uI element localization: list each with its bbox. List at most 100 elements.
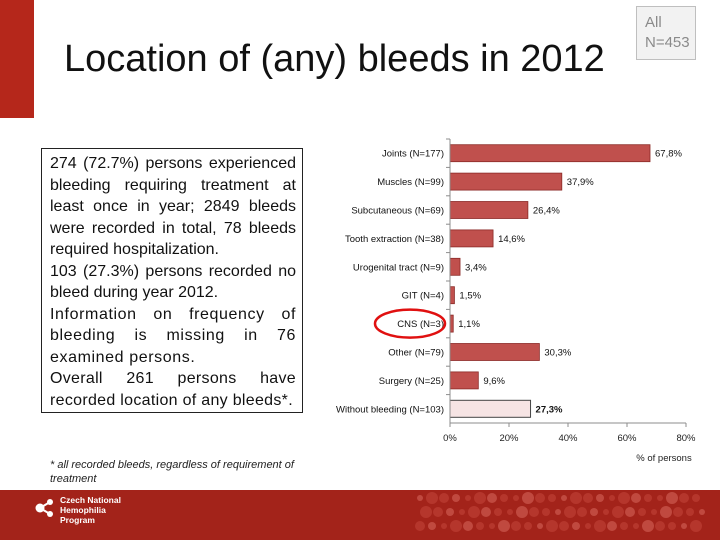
decor-dot bbox=[607, 521, 617, 531]
decor-dot bbox=[507, 509, 513, 515]
logo-line-2: Hemophilia bbox=[60, 505, 106, 515]
decor-dot bbox=[666, 492, 678, 504]
decor-dot bbox=[452, 494, 460, 502]
logo-line-3: Program bbox=[60, 515, 95, 525]
summary-paragraph-3: Information on frequency of bleeding is … bbox=[50, 305, 296, 366]
decor-dot bbox=[489, 523, 495, 529]
decor-dot bbox=[546, 520, 558, 532]
highlight-ring bbox=[373, 308, 447, 339]
bar bbox=[449, 399, 532, 418]
decor-dot bbox=[524, 522, 532, 530]
decor-dot bbox=[468, 506, 480, 518]
bar bbox=[449, 371, 479, 390]
decor-dot bbox=[498, 520, 510, 532]
decor-dot bbox=[535, 493, 545, 503]
decor-dot bbox=[450, 520, 462, 532]
decor-dot bbox=[651, 509, 657, 515]
x-tick-label: 80% bbox=[676, 433, 696, 444]
decor-dot bbox=[690, 520, 702, 532]
decor-dot bbox=[686, 508, 694, 516]
summary-textbox: 274 (72.7%) persons experienced bleeding… bbox=[41, 148, 303, 413]
bar-value-label: 1,5% bbox=[459, 291, 481, 302]
decor-dot bbox=[481, 507, 491, 517]
bar-value-label: 9,6% bbox=[483, 376, 505, 387]
decor-dot bbox=[633, 523, 639, 529]
decor-dot bbox=[618, 492, 630, 504]
decor-dot bbox=[679, 493, 689, 503]
decor-dot bbox=[537, 523, 543, 529]
bar-value-label: 1,1% bbox=[458, 319, 480, 330]
category-label: Muscles (N=99) bbox=[377, 177, 444, 188]
decor-dot bbox=[699, 509, 705, 515]
decor-dot bbox=[570, 492, 582, 504]
decor-dot bbox=[642, 520, 654, 532]
x-tick-label: 0% bbox=[443, 433, 457, 444]
decor-dot bbox=[559, 521, 569, 531]
category-label: CNS (N=3) bbox=[397, 319, 444, 330]
summary-paragraph-4: Overall 261 persons have recorded locati… bbox=[50, 370, 296, 409]
decor-dot bbox=[596, 494, 604, 502]
decor-dot bbox=[487, 493, 497, 503]
decor-dot bbox=[459, 509, 465, 515]
bar-value-label: 27,3% bbox=[536, 404, 563, 415]
bar bbox=[449, 172, 563, 191]
decor-dot bbox=[660, 506, 672, 518]
category-label: Tooth extraction (N=38) bbox=[345, 234, 444, 245]
decor-dot bbox=[583, 493, 593, 503]
bar bbox=[449, 144, 651, 163]
decor-dot bbox=[657, 495, 663, 501]
decor-dot bbox=[428, 522, 436, 530]
accent-bar bbox=[0, 0, 34, 118]
decor-dot bbox=[572, 522, 580, 530]
category-label: Surgery (N=25) bbox=[379, 376, 444, 387]
decor-dot bbox=[585, 523, 591, 529]
x-tick-label: 40% bbox=[558, 433, 578, 444]
decor-dot bbox=[426, 492, 438, 504]
decor-dot bbox=[692, 494, 700, 502]
x-tick-label: 20% bbox=[499, 433, 519, 444]
decor-dot bbox=[564, 506, 576, 518]
bar-value-label: 14,6% bbox=[498, 234, 525, 245]
badge-line-all: All bbox=[645, 14, 662, 31]
category-label: GIT (N=4) bbox=[402, 291, 444, 302]
bar bbox=[449, 229, 494, 248]
decor-dot bbox=[476, 522, 484, 530]
program-logo-icon bbox=[35, 499, 53, 517]
decor-dot bbox=[555, 509, 561, 515]
decor-dot bbox=[548, 494, 556, 502]
decor-dot bbox=[529, 507, 539, 517]
category-label: Subcutaneous (N=69) bbox=[351, 206, 444, 217]
decor-dot bbox=[441, 523, 447, 529]
decor-dot bbox=[620, 522, 628, 530]
bar-value-label: 67,8% bbox=[655, 149, 682, 160]
bar-value-label: 37,9% bbox=[567, 177, 594, 188]
decor-dot bbox=[433, 507, 443, 517]
decor-dot bbox=[500, 494, 508, 502]
decor-dot bbox=[668, 522, 676, 530]
decor-dot bbox=[655, 521, 665, 531]
bar-value-label: 30,3% bbox=[544, 348, 571, 359]
bar-value-label: 3,4% bbox=[465, 262, 487, 273]
decor-dot bbox=[631, 493, 641, 503]
decor-dot bbox=[522, 492, 534, 504]
count-badge: All N=453 bbox=[636, 6, 696, 60]
logo-line-1: Czech National bbox=[60, 495, 121, 505]
category-label: Without bleeding (N=103) bbox=[336, 404, 444, 415]
decor-dot bbox=[446, 508, 454, 516]
decor-dot bbox=[513, 495, 519, 501]
decor-dot bbox=[417, 495, 423, 501]
decor-dot bbox=[465, 495, 471, 501]
x-tick-label: 60% bbox=[617, 433, 637, 444]
decor-dot bbox=[681, 523, 687, 529]
decor-dot bbox=[644, 494, 652, 502]
bar-chart: 0% 20% 40% 60% 80% % of persons Joints (N=177)… bbox=[336, 138, 696, 464]
decor-dot bbox=[511, 521, 521, 531]
decor-dot bbox=[609, 495, 615, 501]
summary-paragraph-2: 103 (27.3%) persons recorded no bleed du… bbox=[50, 262, 296, 302]
footer-decoration bbox=[415, 492, 705, 532]
decor-dot bbox=[673, 507, 683, 517]
slide-title: Location of (any) bleeds in 2012 bbox=[64, 38, 605, 80]
bar bbox=[449, 343, 540, 361]
decor-dot bbox=[542, 508, 550, 516]
decor-dot bbox=[603, 509, 609, 515]
